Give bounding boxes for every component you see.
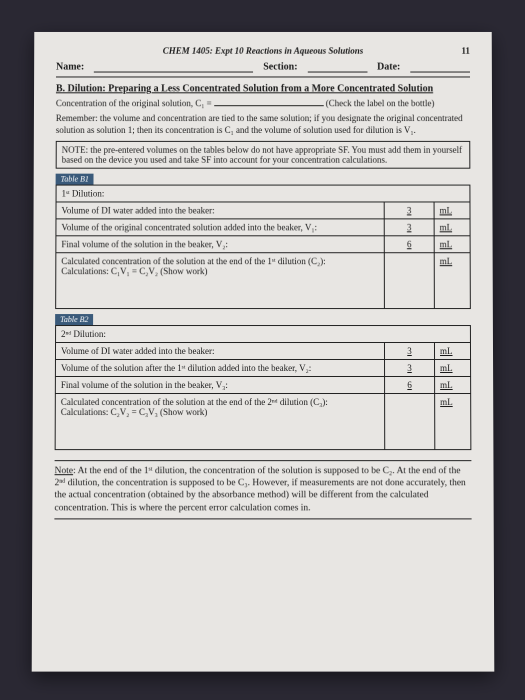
b1-row3-val: 6 (384, 236, 434, 253)
b1-row4-val[interactable] (384, 252, 434, 308)
b2-title: 2ⁿᵈ Dilution: (55, 325, 470, 342)
section-label: Section: (263, 62, 297, 73)
b1-row2-val: 3 (384, 219, 434, 236)
worksheet-page: CHEM 1405: Expt 10 Reactions in Aqueous … (31, 32, 494, 672)
header-course: CHEM 1405: Expt 10 Reactions in Aqueous … (56, 46, 470, 56)
course-title: CHEM 1405: Expt 10 Reactions in Aqueous … (162, 46, 362, 56)
b1-row1: Volume of DI water added into the beaker… (55, 202, 383, 219)
remember-text: Remember: the volume and concentration a… (55, 113, 469, 135)
b1-row3-unit: mL (434, 236, 470, 253)
b2-row4b: Calculations: C₂V₂ = C₃V₃ (Show work) (60, 407, 378, 417)
b1-row4b: Calculations: C₁V₁ = C₂V₂ (Show work) (61, 266, 379, 276)
b2-row4-unit: mL (434, 393, 470, 449)
table-b1: 1ˢᵗ Dilution: Volume of DI water added i… (55, 184, 471, 308)
b2-calc-cell: Calculated concentration of the solution… (55, 393, 385, 449)
name-blank[interactable] (94, 62, 253, 73)
section-blank[interactable] (307, 62, 367, 73)
b1-title: 1ˢᵗ Dilution: (56, 185, 470, 202)
b1-row2: Volume of the original concentrated solu… (55, 219, 383, 236)
b1-row1-unit: mL (434, 202, 470, 219)
name-label: Name: (56, 62, 84, 73)
b2-row1-unit: mL (434, 342, 470, 359)
b2-row4-val[interactable] (384, 393, 434, 449)
table-b2: 2ⁿᵈ Dilution: Volume of DI water added i… (54, 325, 471, 450)
b1-row4a: Calculated concentration of the solution… (61, 256, 379, 266)
b1-calc-cell: Calculated concentration of the solution… (55, 252, 384, 308)
b2-row3-val: 6 (384, 376, 434, 393)
b1-row3: Final volume of the solution in the beak… (55, 236, 383, 253)
footnote-text: At the end of the 1ˢᵗ dilution, the conc… (54, 466, 465, 513)
b1-row1-val: 3 (384, 202, 434, 219)
footnote: Note: At the end of the 1ˢᵗ dilution, th… (54, 460, 471, 520)
date-blank[interactable] (410, 62, 470, 73)
table-b1-label: Table B1 (55, 173, 93, 184)
b2-row2-val: 3 (384, 359, 434, 376)
b2-row3: Final volume of the solution in the beak… (55, 376, 384, 393)
date-label: Date: (377, 62, 400, 73)
b1-row2-unit: mL (434, 219, 470, 236)
b2-row4a: Calculated concentration of the solution… (60, 397, 378, 407)
page-number: 11 (461, 46, 470, 56)
divider (55, 76, 469, 77)
b2-row2-unit: mL (434, 359, 470, 376)
conc-post: (Check the label on the bottle) (325, 98, 434, 108)
table-b2-label: Table B2 (55, 314, 93, 325)
conc-blank[interactable] (213, 105, 323, 106)
section-b-title: B. Dilution: Preparing a Less Concentrat… (55, 83, 469, 94)
b2-row1-val: 3 (384, 342, 434, 359)
footnote-lead: Note (54, 466, 73, 476)
b1-row4-unit: mL (434, 252, 470, 308)
name-section-row: Name: Section: Date: (56, 62, 470, 73)
b2-row1: Volume of DI water added into the beaker… (55, 342, 384, 359)
b2-row2: Volume of the solution after the 1ˢᵗ dil… (55, 359, 384, 376)
conc-line: Concentration of the original solution, … (55, 98, 469, 109)
conc-pre: Concentration of the original solution, … (55, 98, 213, 108)
b2-row3-unit: mL (434, 376, 470, 393)
note-box: NOTE: the pre-entered volumes on the tab… (55, 141, 470, 169)
